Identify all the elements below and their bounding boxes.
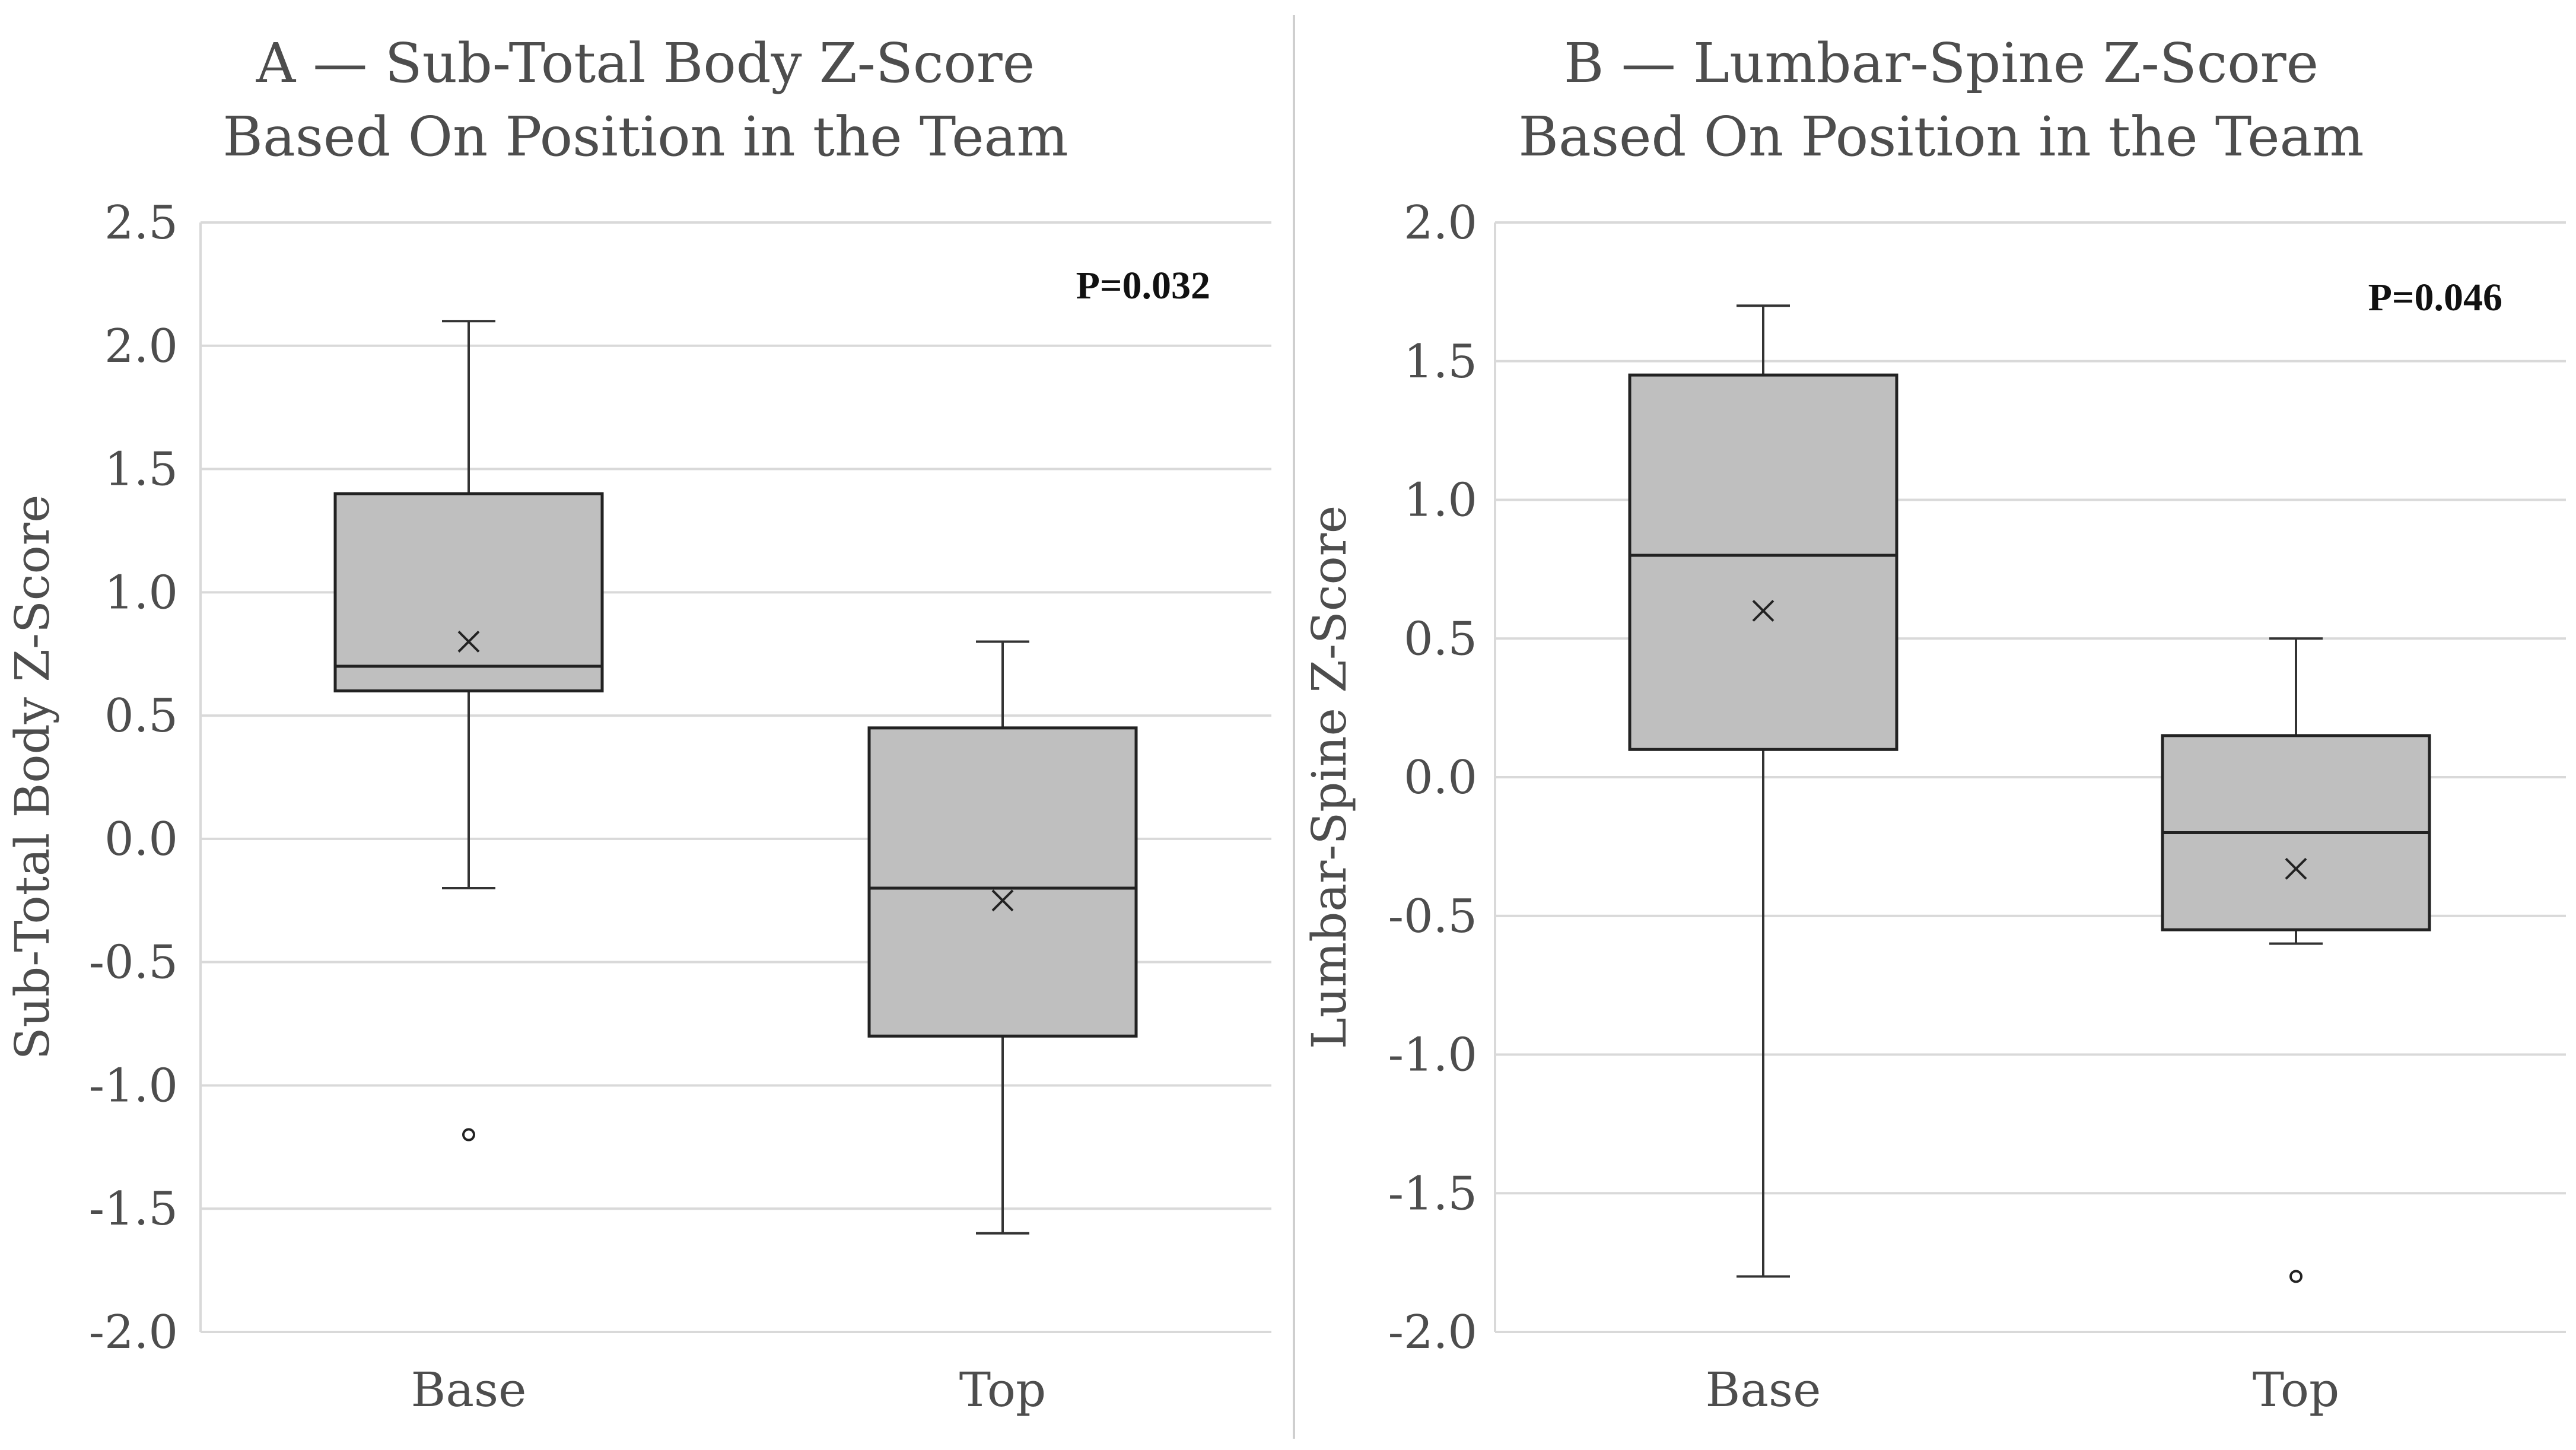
y-axis-label: Sub-Total Body Z-Score (5, 495, 60, 1060)
mean-marker-stroke (457, 631, 480, 653)
x-category-label: Top (2253, 1362, 2340, 1417)
iqr-box (333, 492, 604, 693)
y-axis-label: Lumbar-Spine Z-Score (1302, 505, 1357, 1050)
y-tick-label: -1.0 (1388, 1029, 1477, 1082)
mean-marker (1752, 600, 1774, 622)
y-tick-label: 1.5 (1404, 335, 1477, 389)
box-base (333, 320, 604, 1141)
iqr-box (1628, 373, 1898, 751)
y-tick-label: -1.5 (1388, 1167, 1477, 1220)
x-category-label: Top (959, 1362, 1047, 1417)
outlier-point (462, 1128, 475, 1141)
y-tick-label: 2.5 (104, 196, 178, 250)
x-category-label: Base (411, 1362, 527, 1417)
y-tick-label: -1.5 (89, 1182, 178, 1236)
y-tick-label: -2.0 (1388, 1306, 1477, 1359)
chart-panel-a: A — Sub-Total Body Z-Score Based On Posit… (5, 31, 1271, 1417)
y-tick-label: -1.0 (89, 1059, 178, 1112)
y-tick-label: -0.5 (1388, 890, 1477, 943)
p-value-annotation: P=0.046 (2368, 276, 2502, 319)
box-base (1628, 304, 1898, 1278)
mean-marker (457, 631, 480, 653)
chart-title-line2: Based On Position in the Team (1518, 105, 2364, 168)
box-top (2161, 637, 2431, 1283)
y-tick-label: 0.0 (1404, 751, 1477, 805)
y-tick-label: 0.0 (104, 813, 178, 866)
mean-marker (991, 889, 1014, 912)
y-tick-label: 1.5 (104, 443, 178, 497)
outlier-point (2289, 1270, 2303, 1283)
chart-title-line2: Based On Position in the Team (222, 105, 1068, 168)
mean-marker-stroke (991, 889, 1014, 912)
iqr-box (867, 726, 1138, 1038)
y-tick-label: 1.0 (1404, 474, 1477, 527)
y-tick-label: -0.5 (89, 936, 178, 990)
y-tick-label: -2.0 (89, 1306, 178, 1359)
chart-title-line1: A — Sub-Total Body Z-Score (256, 31, 1035, 95)
mean-marker-stroke (2285, 857, 2307, 880)
y-tick-label: 0.5 (1404, 612, 1477, 666)
y-tick-label: 2.0 (104, 320, 178, 373)
p-value-annotation: P=0.032 (1076, 264, 1210, 307)
y-tick-label: 2.0 (1404, 196, 1477, 250)
y-tick-label: 1.0 (104, 566, 178, 619)
chart-title-line1: B — Lumbar-Spine Z-Score (1564, 31, 2319, 95)
mean-marker (2285, 857, 2307, 880)
chart-panel-b: B — Lumbar-Spine Z-Score Based On Positio… (1302, 31, 2566, 1417)
x-category-label: Base (1706, 1362, 1821, 1417)
mean-marker-stroke (1752, 600, 1774, 622)
y-tick-label: 0.5 (104, 689, 178, 743)
box-top (867, 640, 1138, 1235)
